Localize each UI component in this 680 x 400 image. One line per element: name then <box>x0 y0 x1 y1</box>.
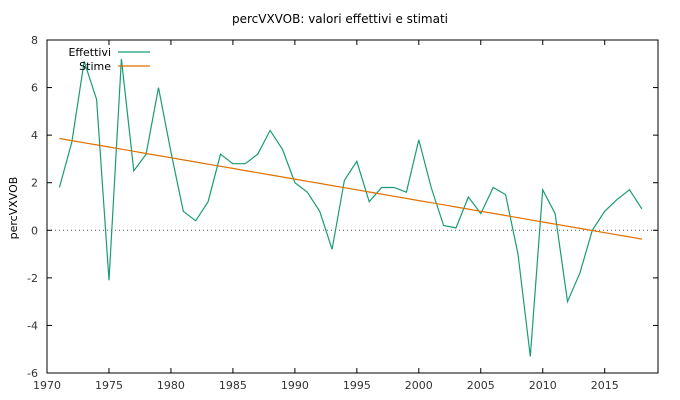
legend-label-effettivi: Effettivi <box>68 46 111 59</box>
x-tick-label: 1995 <box>343 379 371 392</box>
series-line-stime <box>59 137 643 240</box>
y-tick-label: 4 <box>31 129 38 142</box>
y-tick-label: -2 <box>27 272 38 285</box>
y-tick-label: 0 <box>31 224 38 237</box>
x-tick-label: 2005 <box>467 379 495 392</box>
series-line-effettivi <box>58 58 643 357</box>
legend-label-stime: Stime <box>79 60 111 73</box>
plot-frame <box>46 39 659 374</box>
y-tick-label: -6 <box>27 367 38 380</box>
y-tick-label: 2 <box>31 177 38 190</box>
x-tick-label: 2000 <box>405 379 433 392</box>
x-tick-label: 2015 <box>591 379 619 392</box>
y-tick-label: 8 <box>31 34 38 47</box>
x-tick-label: 1990 <box>281 379 309 392</box>
y-tick-label: -4 <box>27 319 38 332</box>
axis-ticks: 1970 1975 1980 1985 1990 1995 2000 2005 2010 2015… <box>27 34 658 392</box>
x-tick-label: 1970 <box>33 379 61 392</box>
plot-border <box>46 39 659 374</box>
chart-title: percVXVOB: valori effettivi e stimati <box>232 12 448 26</box>
y-tick-label: 6 <box>31 82 38 95</box>
x-tick-label: 2010 <box>529 379 557 392</box>
series-group <box>58 58 643 357</box>
x-tick-label: 1975 <box>95 379 123 392</box>
y-axis-label: percVXVOB <box>7 177 20 240</box>
x-tick-label: 1980 <box>157 379 185 392</box>
x-tick-label: 1985 <box>219 379 247 392</box>
